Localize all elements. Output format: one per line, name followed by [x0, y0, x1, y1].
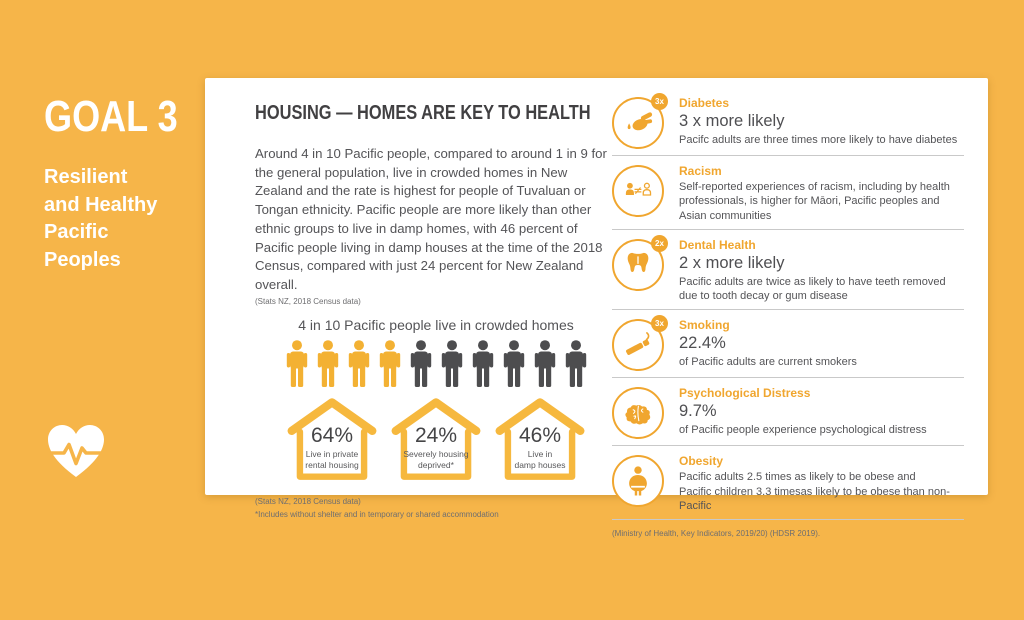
indicator-description: Pacific adults are twice as likely to ha… — [679, 275, 946, 303]
person-icon — [408, 340, 434, 388]
house-stat-rental: 64% Live in private rental housing — [285, 396, 379, 484]
house-stats: 64% Live in private rental housing 24% S… — [255, 396, 617, 484]
house-stat-value: 64% — [310, 423, 354, 447]
house-stat-value: 46% — [518, 423, 562, 447]
house-stat-label: Severely housing deprived* — [403, 448, 469, 470]
housing-paragraph-source: (Stats NZ, 2018 Census data) — [255, 296, 361, 306]
person-icon — [439, 340, 465, 388]
multiplier-badge: 3x — [651, 93, 668, 110]
multiplier-badge: 2x — [651, 234, 668, 252]
crowding-caption: 4 in 10 Pacific people live in crowded h… — [298, 316, 574, 333]
person-icon — [470, 340, 496, 388]
indicator-title: Psychological Distress — [679, 386, 811, 401]
obese-person-icon — [612, 455, 664, 508]
house-stat-label: Live in private rental housing — [305, 448, 359, 470]
house-stat-deprived: 24% Severely housing deprived* — [389, 396, 483, 484]
housing-paragraph: Around 4 in 10 Pacific people, compared … — [255, 146, 607, 293]
indicator-title: Obesity — [679, 454, 724, 469]
indicator-obesity: Obesity Pacific adults 2.5 times as like… — [612, 446, 964, 521]
indicator-description: Pacific adults 2.5 times as likely to be… — [679, 471, 950, 513]
indicator-description: of Pacific people experience psychologic… — [679, 424, 927, 437]
indicator-description: of Pacific adults are current smokers — [679, 356, 857, 369]
person-icon — [563, 340, 589, 388]
person-icon — [346, 340, 372, 388]
indicator-psychological-distress: Psychological Distress 9.7% of Pacific p… — [612, 378, 964, 447]
indicator-dental-health: 2x Dental Health 2 x more likely Pacific… — [612, 230, 964, 311]
brain-icon — [612, 387, 664, 440]
indicators-source-note: (Ministry of Health, Key Indicators, 201… — [612, 529, 821, 539]
indicator-racism: ≠ Racism Self-reported experiences of ra… — [612, 156, 964, 230]
indicator-stat: 3 x more likely — [679, 112, 785, 130]
person-icon — [501, 340, 527, 388]
unequal-people-icon: ≠ — [612, 165, 664, 217]
goal-sidebar: GOAL 3 Resilient and Healthy Pacific Peo… — [44, 92, 204, 274]
indicator-stat: 9.7% — [679, 402, 717, 421]
housing-heading: HOUSING — HOMES ARE KEY TO HEALTH — [255, 102, 591, 124]
house-stat-label: Live in damp houses — [514, 448, 566, 470]
indicator-smoking: 3x Smoking 22.4% of Pacific adults are c… — [612, 310, 964, 379]
indicator-title: Dental Health — [679, 237, 756, 252]
person-icon — [532, 340, 558, 388]
indicator-diabetes: 3x Diabetes 3 x more likely Pacifc adult… — [612, 88, 964, 156]
indicator-stat: 2 x more likely — [679, 253, 785, 272]
health-indicators: 3x Diabetes 3 x more likely Pacifc adult… — [612, 88, 964, 538]
indicator-title: Racism — [679, 164, 722, 178]
multiplier-badge: 3x — [651, 315, 668, 333]
indicator-description: Pacifc adults are three times more likel… — [679, 134, 958, 146]
indicator-stat: 22.4% — [679, 334, 726, 353]
heart-pulse-icon — [44, 420, 108, 484]
goal-subtitle: Resilient and Healthy Pacific Peoples — [44, 166, 158, 271]
crowding-pictogram — [255, 340, 617, 388]
indicator-description: Self-reported experiences of racism, inc… — [679, 181, 950, 222]
person-icon — [284, 340, 310, 388]
goal-title: GOAL 3 — [44, 92, 178, 141]
person-icon — [377, 340, 403, 388]
housing-footnotes: (Stats NZ, 2018 Census data) *Includes w… — [255, 496, 499, 519]
housing-section: HOUSING — HOMES ARE KEY TO HEALTH Around… — [255, 102, 617, 521]
indicator-title: Diabetes — [679, 96, 730, 110]
svg-text:≠: ≠ — [633, 184, 642, 197]
indicator-title: Smoking — [679, 318, 730, 333]
person-icon — [315, 340, 341, 388]
house-stat-damp: 46% Live in damp houses — [493, 396, 587, 484]
infographic-card: HOUSING — HOMES ARE KEY TO HEALTH Around… — [205, 78, 988, 538]
house-stat-value: 24% — [414, 423, 458, 447]
